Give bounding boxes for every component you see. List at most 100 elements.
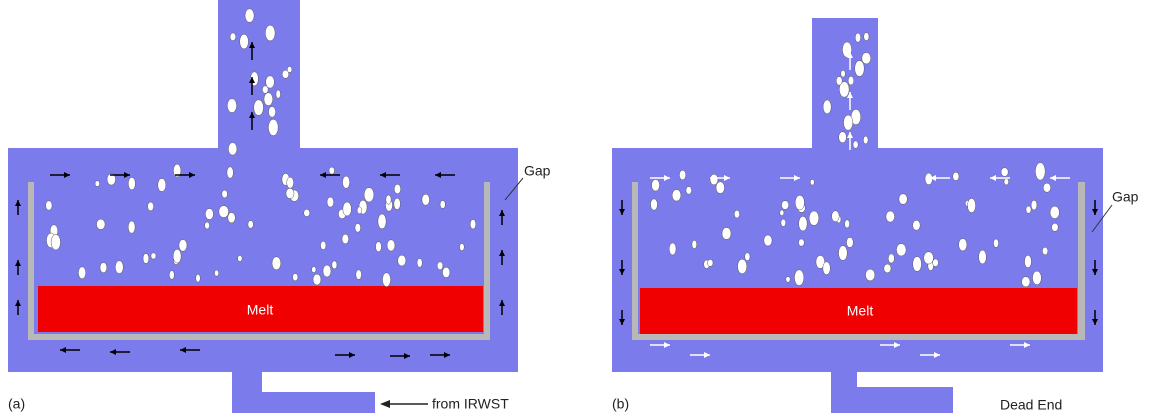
bubble	[1001, 168, 1008, 177]
bubble	[832, 211, 840, 222]
bubble	[376, 242, 382, 252]
bubble	[855, 61, 865, 77]
bubble	[967, 198, 975, 212]
bubble	[745, 253, 750, 261]
bubble	[799, 216, 808, 231]
bubble	[959, 238, 967, 250]
bubble	[864, 33, 869, 41]
bubble	[1050, 206, 1059, 218]
bubble	[356, 270, 362, 280]
bubble	[46, 201, 52, 210]
bubble	[780, 210, 784, 216]
bubble	[386, 195, 391, 204]
bubble	[710, 174, 718, 185]
bubble	[437, 262, 443, 270]
bubble	[855, 33, 861, 42]
bubble	[848, 76, 854, 85]
bubble	[809, 211, 819, 226]
bubble	[470, 219, 476, 229]
bubble	[286, 188, 294, 198]
bubble	[312, 267, 316, 273]
bubble	[268, 106, 275, 117]
bubble	[672, 190, 681, 202]
bubble	[394, 184, 401, 193]
bubble	[227, 167, 234, 178]
bubble	[924, 252, 934, 264]
bubble	[313, 274, 321, 285]
bubble	[343, 202, 352, 216]
inlet-arrowhead	[380, 400, 390, 408]
bubble	[293, 274, 298, 281]
bubble	[320, 241, 326, 249]
bubble	[196, 274, 201, 282]
bubble	[442, 267, 450, 277]
bubble	[378, 214, 386, 229]
bubble	[896, 244, 906, 256]
bubble	[78, 267, 85, 279]
bubble	[387, 240, 395, 251]
bubble	[364, 188, 374, 203]
bubble	[1026, 206, 1031, 213]
bubble	[158, 178, 166, 191]
bubble	[151, 253, 156, 259]
bubble	[143, 253, 149, 263]
melt-label: Melt	[247, 302, 274, 318]
bubble	[227, 99, 236, 113]
bubble	[254, 100, 264, 116]
bubble	[1043, 183, 1050, 192]
bubble	[95, 181, 100, 187]
bubble	[686, 186, 692, 194]
bubble	[899, 194, 907, 205]
bubble	[1031, 200, 1037, 210]
bubble	[422, 194, 430, 205]
panel-label: (a)	[8, 396, 25, 412]
bubble	[838, 246, 847, 261]
bubble	[266, 76, 275, 88]
bubble	[355, 223, 361, 232]
bubble	[884, 264, 891, 273]
bubble	[245, 9, 254, 23]
bubble	[228, 212, 235, 223]
bubble	[329, 167, 335, 174]
bubble	[839, 132, 847, 143]
bubble	[394, 198, 401, 209]
bubble	[781, 219, 786, 226]
bubble	[836, 77, 842, 86]
bubble	[650, 199, 657, 210]
vessel	[612, 18, 1103, 413]
bubble	[173, 249, 181, 263]
panel-b: Melt Gap (b) Dead End	[612, 18, 1139, 413]
bubble	[265, 25, 275, 41]
bubble	[332, 261, 337, 269]
bubble	[843, 115, 852, 130]
melt-label: Melt	[847, 303, 874, 319]
bubble	[913, 220, 921, 230]
bubble	[342, 176, 349, 188]
bubble	[205, 208, 213, 219]
bubble	[679, 170, 686, 180]
bubble	[214, 270, 218, 276]
bubble	[810, 179, 814, 185]
bubble	[276, 90, 281, 98]
bubble	[886, 211, 895, 222]
bubble	[382, 273, 390, 287]
bubble	[238, 255, 243, 261]
bubble	[795, 195, 804, 210]
bubble	[128, 177, 135, 189]
bubble	[323, 265, 331, 277]
bubble	[248, 221, 253, 229]
bubble	[652, 179, 660, 191]
bubble	[169, 271, 174, 280]
bubble	[799, 239, 805, 246]
bubble	[287, 177, 294, 188]
bubble	[51, 234, 60, 250]
bubble	[398, 255, 406, 266]
bubble	[1052, 223, 1059, 231]
bubble	[228, 143, 237, 156]
bubble	[1035, 163, 1045, 181]
bubble	[1022, 277, 1030, 287]
bubble	[716, 182, 725, 194]
bubble	[707, 259, 713, 266]
gap-label: Gap	[1112, 189, 1139, 205]
bubble	[979, 250, 987, 264]
